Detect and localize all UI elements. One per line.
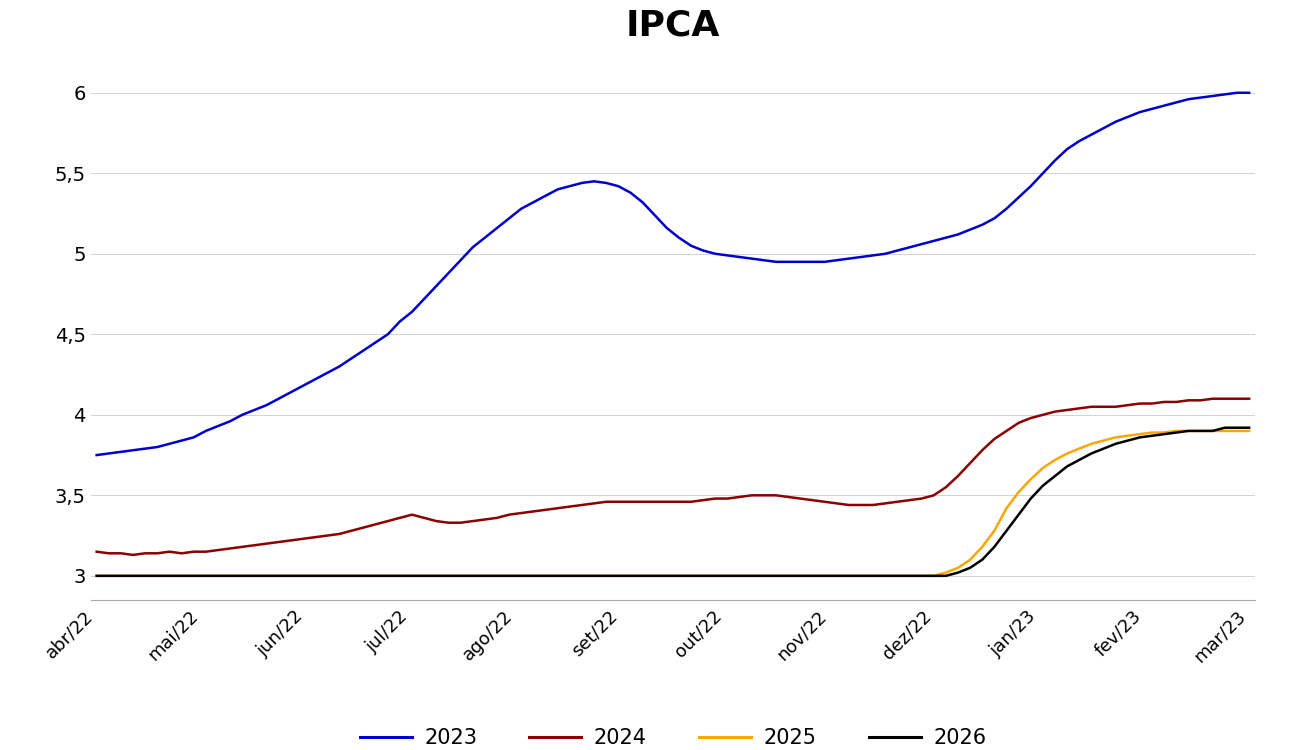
2024 <box>1157 398 1172 406</box>
2025 <box>1144 428 1159 437</box>
2026 <box>1144 431 1159 440</box>
2023 <box>1241 88 1256 98</box>
2025 <box>672 572 687 580</box>
2026 <box>708 572 723 580</box>
Legend: 2023, 2024, 2025, 2026: 2023, 2024, 2025, 2026 <box>351 720 995 750</box>
2024 <box>598 497 613 506</box>
2023 <box>586 177 602 186</box>
2024 <box>259 539 274 548</box>
2026 <box>247 572 263 580</box>
2023 <box>708 249 723 258</box>
2025 <box>247 572 263 580</box>
Line: 2023: 2023 <box>97 93 1249 455</box>
2025 <box>1168 427 1184 436</box>
2026 <box>417 572 432 580</box>
2024 <box>683 497 699 506</box>
2024 <box>89 548 105 556</box>
2026 <box>672 572 687 580</box>
2026 <box>586 572 602 580</box>
2023 <box>417 294 432 303</box>
2025 <box>417 572 432 580</box>
2024 <box>126 550 141 560</box>
2024 <box>1205 394 1220 404</box>
2023 <box>247 406 263 415</box>
Title: IPCA: IPCA <box>626 9 719 43</box>
2024 <box>719 494 735 503</box>
2023 <box>1229 88 1245 98</box>
2024 <box>428 517 444 526</box>
2026 <box>1218 423 1233 432</box>
Line: 2026: 2026 <box>97 427 1249 576</box>
2025 <box>708 572 723 580</box>
Line: 2024: 2024 <box>97 399 1249 555</box>
2025 <box>586 572 602 580</box>
2025 <box>1241 427 1256 436</box>
2023 <box>1144 104 1159 113</box>
2026 <box>1241 423 1256 432</box>
2024 <box>1241 394 1256 404</box>
2023 <box>672 233 687 242</box>
2026 <box>89 572 105 580</box>
Line: 2025: 2025 <box>97 431 1249 576</box>
2023 <box>89 451 105 460</box>
2025 <box>89 572 105 580</box>
